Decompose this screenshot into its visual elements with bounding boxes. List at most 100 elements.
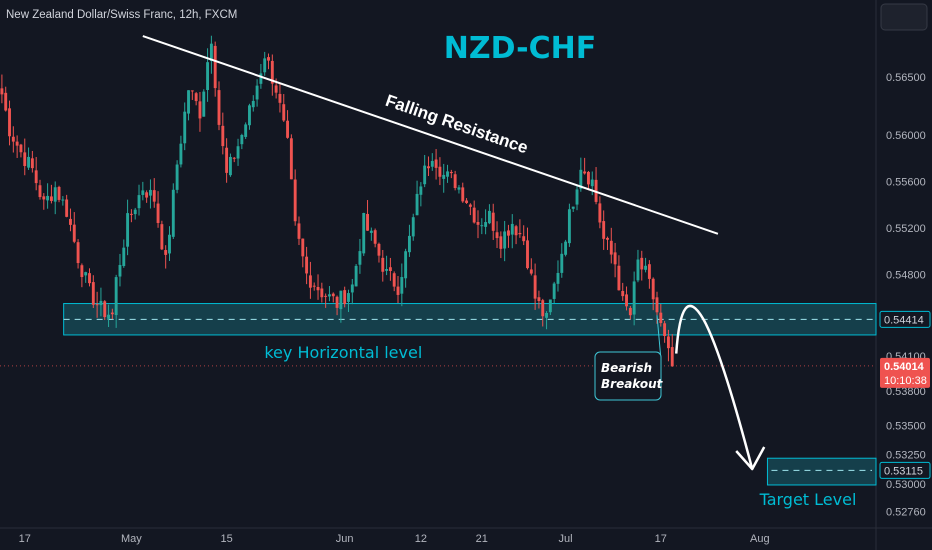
candle-body [495,232,499,239]
candle-body [388,267,392,271]
candle-body [347,293,350,302]
candle-body [316,287,320,291]
x-tick-label: 15 [220,533,232,545]
candle-body [145,192,149,198]
candle-body [129,213,133,215]
candle-body [369,230,373,233]
candle-body [400,277,404,294]
candle-body [583,171,587,174]
candle-body [49,196,53,201]
scale-settings-button[interactable] [880,3,928,31]
candle-body [141,190,145,195]
x-tick-label: 17 [19,533,31,545]
candle-body [579,169,583,189]
candle-body [228,156,232,176]
candle-body [61,199,65,201]
candle-body [331,293,335,297]
price-scale[interactable] [876,0,932,550]
candle-body [324,295,328,297]
candle-body [449,171,453,174]
chart-title: NZD-CHF [444,31,596,66]
candle-body [407,235,411,253]
support-zone-label: key Horizontal level [264,343,422,362]
candle-body [301,238,305,257]
x-tick-label: 12 [415,533,427,545]
candle-body [339,290,343,310]
candle-body [164,250,168,255]
y-tick-label: 0.53500 [886,421,926,433]
candle-body [274,85,278,93]
candle-body [107,314,110,319]
candle-body [305,256,309,274]
candle-body [362,213,366,254]
candle-body [171,189,175,237]
candle-body [430,160,434,167]
candle-body [632,281,636,315]
candle-body [244,124,248,137]
y-tick-label: 0.55200 [886,223,926,235]
candle-body [419,186,423,195]
candle-body [152,190,156,202]
candle-body [556,272,560,284]
candle-body [65,199,69,217]
target-price-badge: 0.53115 [884,465,923,477]
candle-body [609,240,613,255]
candle-body [472,207,476,223]
candle-body [69,218,72,225]
candle-body [381,257,385,272]
candle-body [11,136,15,142]
candle-body [27,156,31,168]
candle-body [636,259,640,281]
candle-body [282,104,286,121]
support-price-badge: 0.54414 [884,314,924,326]
candle-body [80,265,84,278]
candle-body [289,138,293,180]
candle-body [533,275,537,299]
candle-body [442,174,446,179]
candle-body [564,241,568,255]
x-tick-label: Jun [336,533,354,545]
candle-body [267,57,270,61]
candle-body [202,91,206,117]
candle-body [297,223,301,239]
candle-body [651,278,655,300]
candle-body [567,209,571,244]
candle-body [514,226,518,236]
candle-body [99,300,103,306]
candle-body [57,186,61,200]
y-tick-label: 0.55600 [886,176,926,188]
candle-body [160,224,164,250]
candle-body [491,212,495,231]
candle-body [423,165,427,185]
candle-body [457,187,461,190]
candle-body [30,158,34,169]
candle-body [465,200,469,203]
candle-body [133,209,137,215]
candle-body [663,323,667,336]
candle-body [209,43,213,62]
candle-body [373,230,377,244]
candle-body [137,195,141,209]
candle-body [522,236,526,242]
falling-resistance-label: Falling Resistance [383,91,530,157]
candle-body [640,257,644,270]
candle-body [335,296,339,308]
candle-body [88,273,91,284]
candle-body [168,234,171,254]
candle-body [95,304,99,306]
candle-body [240,134,244,145]
last-price-badge: 0.54014 [884,361,925,373]
candle-body [221,125,225,147]
candle-body [666,336,670,349]
candle-body [286,120,290,138]
candle-body [602,221,606,239]
candle-body [385,269,389,271]
candle-body [586,171,590,185]
candle-body [526,240,529,269]
x-tick-label: Aug [750,533,770,545]
candle-body [217,90,221,125]
candle-body [670,347,674,367]
candle-body [476,222,480,225]
x-tick-label: Jul [559,533,573,545]
